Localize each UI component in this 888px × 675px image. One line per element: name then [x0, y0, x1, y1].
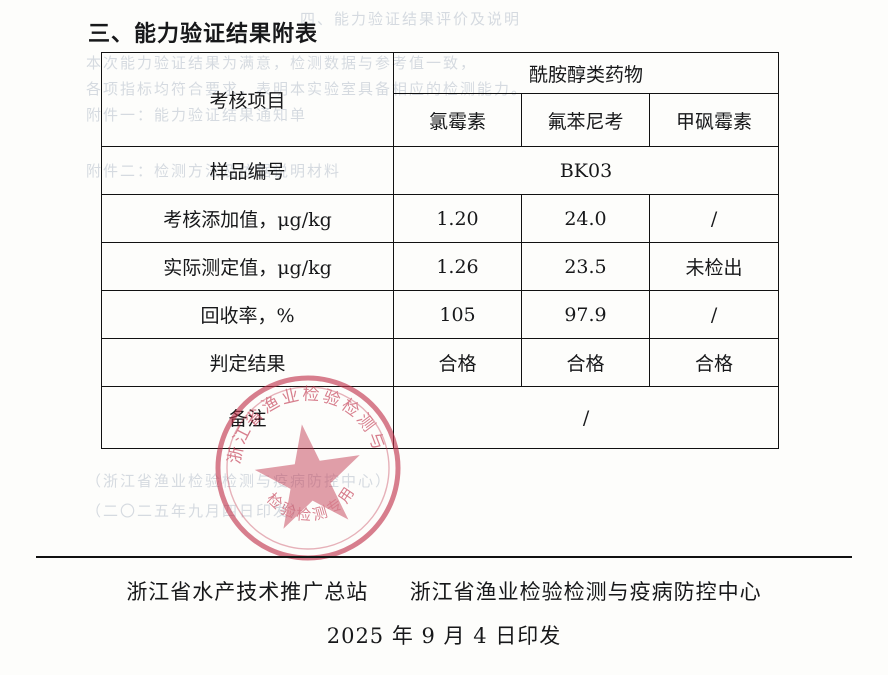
- row-value-1: 1.26: [393, 242, 522, 291]
- results-table: 考核项目 酰胺醇类药物 氯霉素 氟苯尼考 甲砜霉素 样品编号 BK03 考核添加…: [101, 52, 780, 449]
- table-header-row-group: 考核项目 酰胺醇类药物: [101, 52, 780, 147]
- row-label: 判定结果: [101, 338, 394, 387]
- row-value-2: 24.0: [521, 194, 650, 243]
- row-value-3: 合格: [648, 338, 780, 387]
- row-value-3: /: [648, 194, 780, 243]
- header-item-label: 考核项目: [101, 52, 394, 147]
- row-value-3: 未检出: [648, 242, 780, 291]
- row-value-2: 23.5: [521, 242, 650, 291]
- footer-org-left: 浙江省水产技术推广总站: [126, 580, 369, 604]
- bleed-line: （二〇二五年九月四日印发）: [86, 502, 308, 520]
- footer-issue-date: 2025 年 9 月 4 日印发: [326, 624, 562, 648]
- row-value-2: 合格: [521, 338, 650, 387]
- row-value-3: /: [648, 290, 780, 339]
- header-analyte-1: 氯霉素: [393, 93, 522, 147]
- row-label: 实际测定值，μg/kg: [101, 242, 394, 291]
- row-label: 回收率，%: [101, 290, 394, 339]
- bleed-line: 四、能力验证结果评价及说明: [300, 10, 522, 28]
- row-value-merged: /: [392, 386, 780, 449]
- table-row: 判定结果 合格 合格 合格: [101, 338, 780, 387]
- row-label: 样品编号: [101, 146, 394, 195]
- table-row: 备注 /: [101, 386, 780, 449]
- table-row: 考核添加值，μg/kg 1.20 24.0 /: [101, 194, 780, 243]
- table-row: 实际测定值，μg/kg 1.26 23.5 未检出: [101, 242, 780, 291]
- row-label: 备注: [101, 386, 394, 449]
- header-analyte-3: 甲砜霉素: [648, 93, 780, 147]
- header-analyte-2: 氟苯尼考: [521, 93, 650, 147]
- row-value-merged: BK03: [392, 146, 780, 195]
- row-label: 考核添加值，μg/kg: [101, 194, 394, 243]
- footer-organizations: 浙江省水产技术推广总站 浙江省渔业检验检测与疫病防控中心: [0, 576, 888, 606]
- table-row: 回收率，% 105 97.9 /: [101, 290, 780, 339]
- row-value-1: 合格: [393, 338, 522, 387]
- bleed-line: （浙江省渔业检验检测与疫病防控中心）: [86, 472, 393, 490]
- header-group-label: 酰胺醇类药物: [392, 52, 780, 94]
- section-title: 三、能力验证结果附表: [88, 22, 319, 47]
- row-value-1: 105: [393, 290, 522, 339]
- row-value-1: 1.20: [393, 194, 522, 243]
- table-row: 样品编号 BK03: [101, 146, 780, 195]
- footer-divider: [36, 556, 852, 558]
- footer-org-right: 浙江省渔业检验检测与疫病防控中心: [409, 580, 762, 604]
- row-value-2: 97.9: [521, 290, 650, 339]
